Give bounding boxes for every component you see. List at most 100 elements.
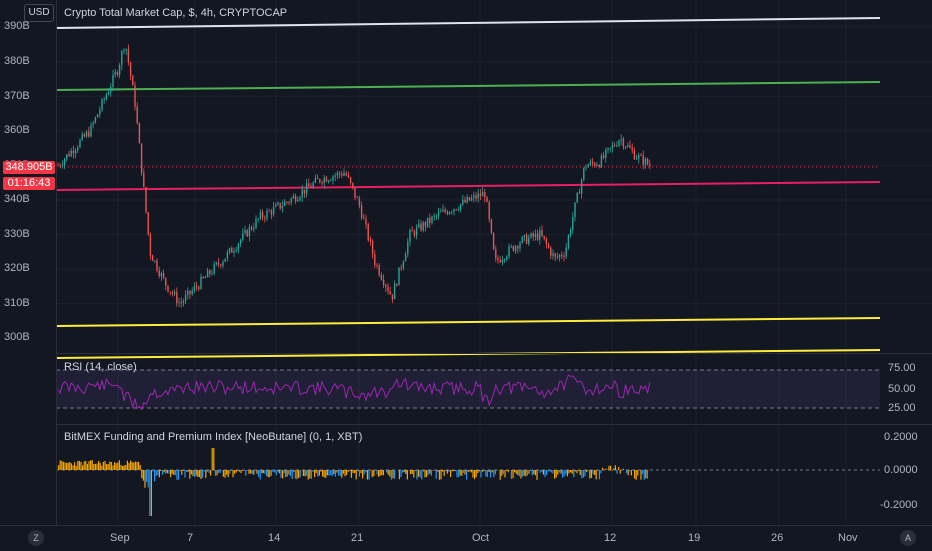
candle-body xyxy=(515,246,516,251)
candle-body xyxy=(209,270,210,274)
funding-bar xyxy=(637,470,638,475)
candle-body xyxy=(607,148,608,150)
funding-bar xyxy=(573,470,574,477)
funding-bar xyxy=(58,465,59,470)
candle-body xyxy=(568,235,569,247)
funding-bar xyxy=(642,470,643,474)
candle-body xyxy=(227,252,228,259)
funding-bar xyxy=(223,470,224,477)
candle-body xyxy=(137,107,138,124)
candle-body xyxy=(178,302,179,303)
candle-body xyxy=(601,155,602,167)
candle-body xyxy=(460,204,461,209)
funding-bar xyxy=(341,470,342,478)
candle-body xyxy=(253,228,254,229)
funding-bar xyxy=(458,470,459,477)
candle-body xyxy=(434,216,435,217)
price-tick: 340B xyxy=(4,193,52,205)
candle-body xyxy=(266,211,267,219)
funding-bar xyxy=(194,470,195,477)
candle-body xyxy=(478,194,479,199)
funding-bar xyxy=(344,470,345,476)
panel-divider[interactable] xyxy=(56,353,932,354)
candle-body xyxy=(110,87,111,92)
candle-body xyxy=(350,177,351,183)
funding-bar xyxy=(421,470,422,479)
price-tick: 370B xyxy=(4,90,52,102)
candle-body xyxy=(405,254,406,261)
candle-body xyxy=(341,174,342,176)
funding-bar xyxy=(533,470,534,474)
funding-bar xyxy=(468,470,469,472)
funding-bar xyxy=(634,470,635,479)
funding-bar xyxy=(277,470,278,471)
time-axis[interactable] xyxy=(0,525,932,551)
candle-body xyxy=(442,209,443,211)
candle-body xyxy=(480,194,481,197)
candle-body xyxy=(416,227,417,235)
funding-bar xyxy=(516,470,517,474)
candle-body xyxy=(588,165,589,168)
funding-bar xyxy=(165,470,166,474)
panel-divider[interactable] xyxy=(56,424,932,425)
funding-bar xyxy=(588,470,589,471)
candle-body xyxy=(489,202,490,219)
funding-bar xyxy=(250,470,251,474)
candle-body xyxy=(376,265,377,266)
funding-bar xyxy=(290,470,291,476)
funding-bar xyxy=(164,470,165,472)
candle-body xyxy=(132,76,133,85)
funding-bar xyxy=(552,470,553,474)
funding-bar xyxy=(197,470,198,477)
candle-body xyxy=(610,148,611,149)
time-label: 7 xyxy=(187,532,193,544)
candle-body xyxy=(181,302,182,303)
candle-body xyxy=(451,212,452,213)
candle-body xyxy=(412,230,413,231)
candle-body xyxy=(552,253,553,255)
candle-body xyxy=(308,183,309,186)
countdown-label: 01:16:43 xyxy=(3,177,55,190)
funding-bar xyxy=(485,470,486,476)
timezone-button[interactable]: Z xyxy=(28,530,44,546)
funding-bar xyxy=(439,470,440,480)
candle-body xyxy=(425,222,426,226)
funding-bar xyxy=(295,470,296,479)
candle-body xyxy=(594,163,595,166)
candle-body xyxy=(189,291,190,294)
funding-bar xyxy=(615,465,616,470)
funding-bar xyxy=(448,470,449,472)
funding-bar xyxy=(484,470,485,471)
candle-body xyxy=(128,49,129,63)
funding-bar xyxy=(84,461,85,470)
funding-bar xyxy=(586,470,587,472)
price-chart[interactable] xyxy=(0,0,932,525)
funding-bar xyxy=(629,470,630,471)
funding-bar xyxy=(215,470,216,476)
candle-body xyxy=(511,246,512,247)
funding-bar xyxy=(192,470,193,476)
funding-bar xyxy=(220,470,221,473)
candle-body xyxy=(387,287,388,292)
candle-body xyxy=(339,173,340,175)
candle-body xyxy=(187,291,188,295)
candle-body xyxy=(605,150,606,158)
funding-bar xyxy=(472,470,473,478)
funding-bar xyxy=(85,461,86,470)
funding-bar xyxy=(71,463,72,470)
candle-body xyxy=(583,168,584,180)
candle-body xyxy=(77,147,78,150)
funding-bar xyxy=(242,470,243,471)
auto-scale-button[interactable]: A xyxy=(900,530,916,546)
funding-bar xyxy=(469,470,470,471)
funding-bar xyxy=(461,470,462,476)
funding-bar xyxy=(228,470,229,477)
funding-bar xyxy=(605,469,606,470)
candle-body xyxy=(346,173,347,175)
candle-body xyxy=(449,212,450,214)
funding-bar xyxy=(525,470,526,476)
candle-body xyxy=(621,139,622,141)
candle-body xyxy=(392,294,393,299)
funding-bar xyxy=(184,470,185,478)
price-tick: 390B xyxy=(4,20,52,32)
